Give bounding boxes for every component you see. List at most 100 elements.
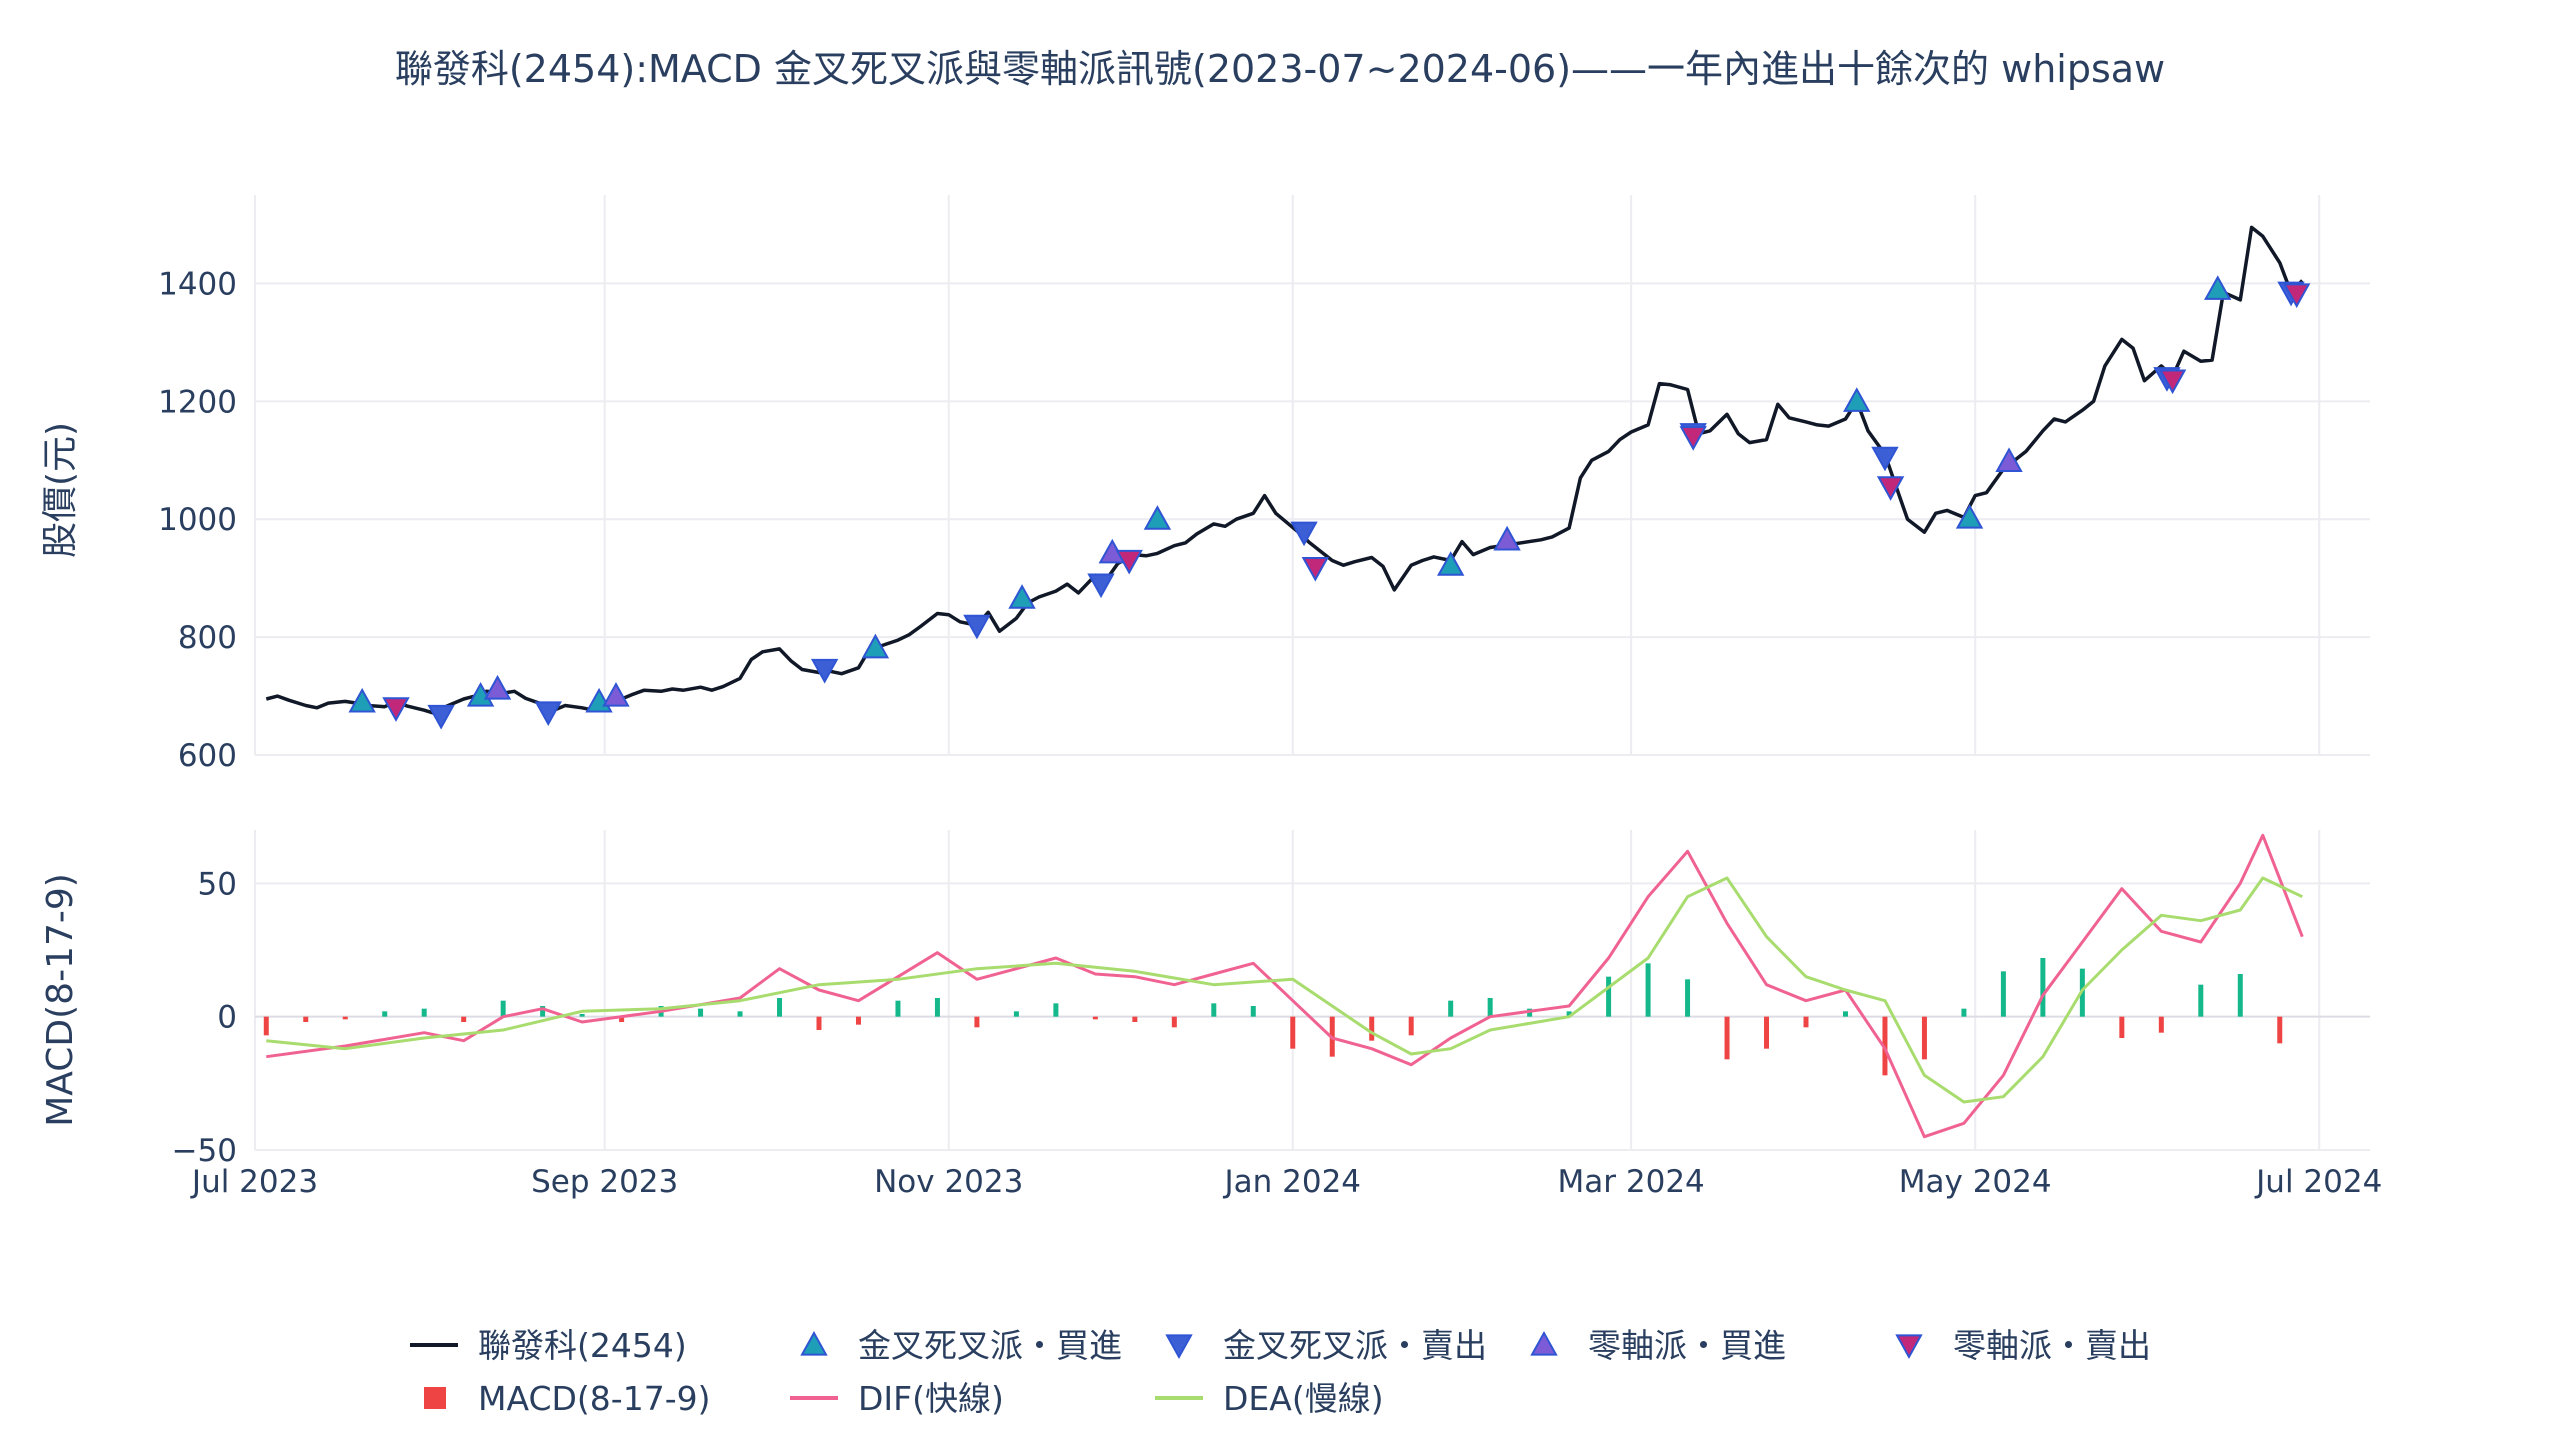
macd-bar [1685,979,1691,1017]
macd-bar [263,1016,269,1036]
buy-signal-marker [483,674,512,700]
macd-bar [1606,976,1612,1017]
x-tick-label: May 2024 [1899,1164,2052,1200]
sell-signal-marker [1679,426,1707,451]
legend-item: DIF(快線) [790,1379,1004,1418]
macd-bar [540,1006,546,1017]
x-axis: Jul 2023 Sep 2023 Nov 2023 Jan 2024 Mar 2024… [190,1164,2382,1200]
macd-bar [2237,974,2243,1017]
buy-signal-marker [602,681,630,707]
macd-bar [2040,958,2046,1017]
legend-label: 零軸派・買進 [1588,1326,1786,1365]
legend-item: 金叉死叉派・買進 [800,1326,1122,1365]
macd-bar [1803,1016,1809,1028]
macd-bar [1211,1003,1217,1017]
macd-bar [1724,1016,1730,1060]
macd-bar [737,1011,743,1017]
macd-bar [816,1016,822,1030]
sell-signal-marker [427,704,455,730]
macd-bar [1092,1016,1098,1020]
sell-signal-marker [1876,476,1905,501]
buy-signal-marker [1008,584,1036,609]
macd-bar [1566,1011,1572,1017]
macd-y-tick-label: 0 [217,1000,237,1036]
macd-bar [1369,1016,1375,1041]
macd-bar [1487,998,1493,1017]
macd-bar [461,1016,467,1022]
buy-signal-marker [1143,505,1172,530]
macd-bar [698,1008,704,1017]
legend-label: 金叉死叉派・買進 [858,1326,1122,1365]
macd-bar [1961,1008,1967,1017]
macd-bar [342,1016,348,1020]
legend-sell-icon [1165,1334,1193,1360]
price-panel: 600 800 1000 1200 1400 [158,195,2370,774]
legend-item: 零軸派・買進 [1530,1326,1786,1365]
price-axis-label: 股價(元) [40,422,81,558]
buy-signal-marker [1436,551,1465,576]
buy-signal-marker [861,633,890,659]
x-tick-label: Jan 2024 [1222,1164,1361,1200]
x-tick-label: Jul 2023 [190,1164,318,1200]
buy-signal-marker [2204,275,2232,300]
macd-bar [1645,963,1651,1017]
macd-bar [1764,1016,1770,1049]
buy-signal-marker [1843,387,1871,412]
sell-signal-marker [2282,283,2311,309]
macd-bar [1921,1016,1927,1060]
macd-bar [1250,1006,1256,1017]
price-y-tick-label: 1200 [158,384,237,420]
macd-panel: −50 0 50 [172,830,2370,1169]
legend-sell-icon [1895,1334,1923,1360]
macd-bar [1171,1016,1177,1028]
legend-buy-icon [1530,1330,1558,1356]
legend-item: 金叉死叉派・賣出 [1165,1326,1487,1365]
macd-bar [1842,1011,1848,1017]
macd-bar [974,1016,980,1028]
legend-item: 聯發科(2454) [410,1326,687,1365]
sell-signal-marker [2158,369,2187,395]
macd-bar [2119,1016,2125,1038]
macd-bar [500,1000,506,1017]
macd-bar [382,1011,388,1017]
sell-signal-marker [1290,521,1318,547]
macd-y-tick-label: −50 [172,1133,237,1169]
macd-y-tick-label: 50 [198,866,237,902]
macd-bar [934,998,940,1017]
macd-bar [2158,1016,2164,1033]
chart-title: 聯發科(2454):MACD 金叉死叉派與零軸派訊號(2023-07~2024-… [394,47,2166,91]
legend-item: MACD(8-17-9) [424,1379,710,1418]
sell-signal-marker [1301,556,1330,582]
macd-bar [1053,1003,1059,1017]
price-y-tick-label: 600 [178,738,237,774]
legend-buy-icon [800,1330,828,1356]
x-tick-label: Mar 2024 [1558,1164,1705,1200]
macd-bar [2277,1016,2283,1044]
macd-bar [619,1016,625,1022]
legend-bar-swatch [424,1387,446,1409]
x-tick-label: Jul 2024 [2254,1164,2382,1200]
sell-signal-marker [1087,573,1115,599]
macd-bar [1013,1011,1019,1017]
macd-bar [895,1000,901,1017]
sell-signal-marker [810,658,839,684]
buy-signal-marker [1493,525,1521,551]
dea-line [266,876,2303,1104]
x-tick-label: Nov 2023 [874,1164,1023,1200]
sell-signal-marker [963,614,991,640]
macd-bar [579,1014,585,1017]
legend-label: 零軸派・賣出 [1953,1326,2151,1365]
dif-line [266,833,2304,1139]
buy-signal-marker [1955,503,1984,529]
macd-bar [1448,1000,1454,1017]
legend-label: MACD(8-17-9) [478,1379,710,1418]
legend-label: DIF(快線) [858,1379,1004,1418]
legend-label: 金叉死叉派・賣出 [1223,1326,1487,1365]
macd-bar [855,1016,861,1025]
legend-item: 零軸派・賣出 [1895,1326,2151,1365]
macd-bar [2000,971,2006,1017]
legend-label: DEA(慢線) [1223,1379,1384,1418]
sell-signal-marker [1871,446,1899,472]
buy-signal-marker [348,687,376,713]
